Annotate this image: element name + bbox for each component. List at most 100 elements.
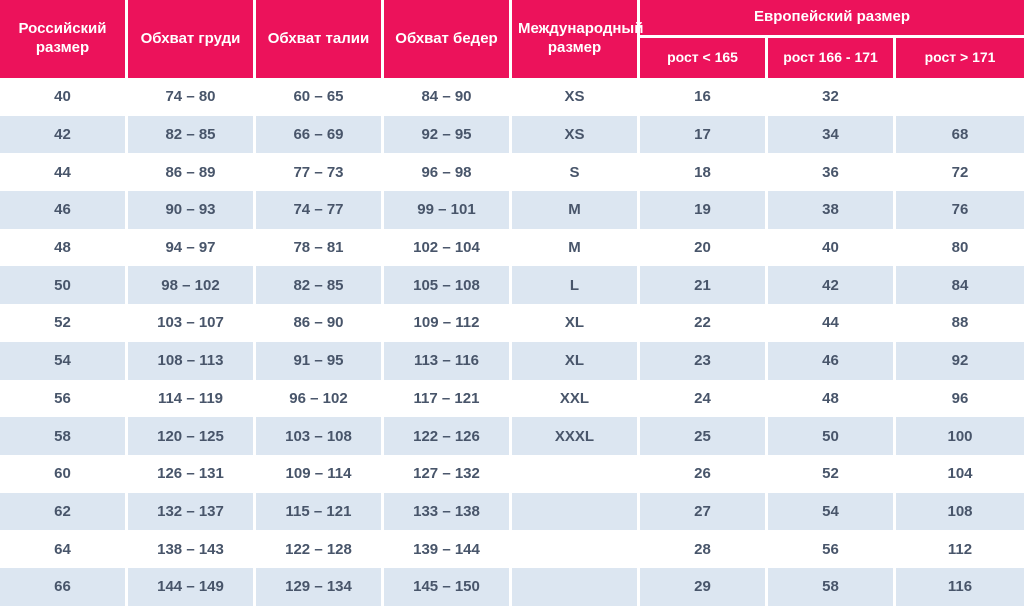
cell-height-gt-171: 112 [896,530,1024,568]
cell-height-lt-165: 20 [640,228,768,267]
cell-hips: 102 – 104 [384,228,512,267]
cell-chest: 86 – 89 [128,153,256,192]
cell-russian-size: 60 [0,454,128,493]
cell-waist: 91 – 95 [256,341,384,380]
cell-waist: 96 – 102 [256,379,384,418]
cell-international-size: M [512,191,640,229]
size-table-body: 40 74 – 80 60 – 65 84 – 90 XS 16 32 42 82 – 85 66… [0,78,1024,606]
cell-chest: 138 – 143 [128,530,256,568]
cell-height-gt-171: 104 [896,454,1024,493]
cell-hips: 92 – 95 [384,115,512,154]
cell-international-size: M [512,228,640,267]
cell-international-size: XXXL [512,417,640,455]
cell-waist: 78 – 81 [256,228,384,267]
cell-hips: 113 – 116 [384,341,512,380]
cell-height-166-171: 44 [768,304,896,342]
cell-height-gt-171: 76 [896,191,1024,229]
cell-height-166-171: 48 [768,379,896,418]
cell-international-size: XS [512,78,640,116]
cell-chest: 126 – 131 [128,454,256,493]
cell-height-gt-171 [896,78,1024,116]
cell-hips: 109 – 112 [384,304,512,342]
cell-chest: 108 – 113 [128,341,256,380]
cell-height-lt-165: 29 [640,567,768,606]
header-hips: Обхват бедер [384,0,512,78]
header-height-lt-165: рост < 165 [640,38,768,78]
cell-height-166-171: 56 [768,530,896,568]
cell-hips: 99 – 101 [384,191,512,229]
header-height-gt-171: рост > 171 [896,38,1024,78]
cell-russian-size: 40 [0,78,128,116]
cell-height-166-171: 42 [768,266,896,305]
cell-chest: 90 – 93 [128,191,256,229]
cell-international-size: S [512,153,640,192]
size-chart-header: Российский размер Обхват груди Обхват та… [0,0,1024,78]
table-row: 54 108 – 113 91 – 95 113 – 116 XL 23 46 92 [0,341,1024,380]
cell-hips: 117 – 121 [384,379,512,418]
cell-waist: 66 – 69 [256,115,384,154]
table-row: 46 90 – 93 74 – 77 99 – 101 M 19 38 76 [0,191,1024,229]
cell-russian-size: 66 [0,567,128,606]
cell-hips: 133 – 138 [384,492,512,531]
cell-height-gt-171: 88 [896,304,1024,342]
cell-hips: 127 – 132 [384,454,512,493]
cell-international-size: XXL [512,379,640,418]
cell-international-size: XL [512,304,640,342]
cell-height-166-171: 40 [768,228,896,267]
cell-international-size: L [512,266,640,305]
table-row: 50 98 – 102 82 – 85 105 – 108 L 21 42 84 [0,266,1024,305]
table-row: 64 138 – 143 122 – 128 139 – 144 28 56 112 [0,530,1024,568]
cell-height-gt-171: 72 [896,153,1024,192]
table-row: 62 132 – 137 115 – 121 133 – 138 27 54 108 [0,492,1024,531]
table-row: 66 144 – 149 129 – 134 145 – 150 29 58 116 [0,567,1024,606]
cell-russian-size: 52 [0,304,128,342]
cell-height-lt-165: 17 [640,115,768,154]
cell-height-lt-165: 22 [640,304,768,342]
cell-height-gt-171: 100 [896,417,1024,455]
cell-height-lt-165: 23 [640,341,768,380]
cell-chest: 103 – 107 [128,304,256,342]
cell-height-166-171: 50 [768,417,896,455]
cell-waist: 103 – 108 [256,417,384,455]
cell-height-gt-171: 92 [896,341,1024,380]
table-row: 42 82 – 85 66 – 69 92 – 95 XS 17 34 68 [0,115,1024,154]
cell-height-lt-165: 28 [640,530,768,568]
cell-height-gt-171: 116 [896,567,1024,606]
cell-chest: 114 – 119 [128,379,256,418]
cell-height-166-171: 32 [768,78,896,116]
table-row: 44 86 – 89 77 – 73 96 – 98 S 18 36 72 [0,153,1024,192]
cell-russian-size: 64 [0,530,128,568]
cell-height-lt-165: 26 [640,454,768,493]
cell-russian-size: 46 [0,191,128,229]
cell-hips: 96 – 98 [384,153,512,192]
cell-hips: 145 – 150 [384,567,512,606]
cell-russian-size: 54 [0,341,128,380]
cell-russian-size: 56 [0,379,128,418]
cell-hips: 84 – 90 [384,78,512,116]
cell-russian-size: 42 [0,115,128,154]
cell-hips: 105 – 108 [384,266,512,305]
header-row-main: Российский размер Обхват груди Обхват та… [0,0,1024,78]
cell-height-gt-171: 80 [896,228,1024,267]
cell-chest: 132 – 137 [128,492,256,531]
cell-height-lt-165: 19 [640,191,768,229]
cell-height-166-171: 34 [768,115,896,154]
cell-height-lt-165: 24 [640,379,768,418]
cell-chest: 82 – 85 [128,115,256,154]
table-row: 40 74 – 80 60 – 65 84 – 90 XS 16 32 [0,78,1024,116]
cell-waist: 77 – 73 [256,153,384,192]
cell-waist: 74 – 77 [256,191,384,229]
cell-height-166-171: 46 [768,341,896,380]
cell-international-size: XS [512,115,640,154]
cell-height-166-171: 36 [768,153,896,192]
cell-height-lt-165: 18 [640,153,768,192]
cell-height-166-171: 52 [768,454,896,493]
table-row: 58 120 – 125 103 – 108 122 – 126 XXXL 25 50 100 [0,417,1024,455]
header-waist: Обхват талии [256,0,384,78]
header-russian-size: Российский размер [0,0,128,78]
header-international-size: Международный размер [512,0,643,78]
cell-international-size [512,454,640,493]
cell-waist: 60 – 65 [256,78,384,116]
header-height-166-171: рост 166 - 171 [768,38,896,78]
